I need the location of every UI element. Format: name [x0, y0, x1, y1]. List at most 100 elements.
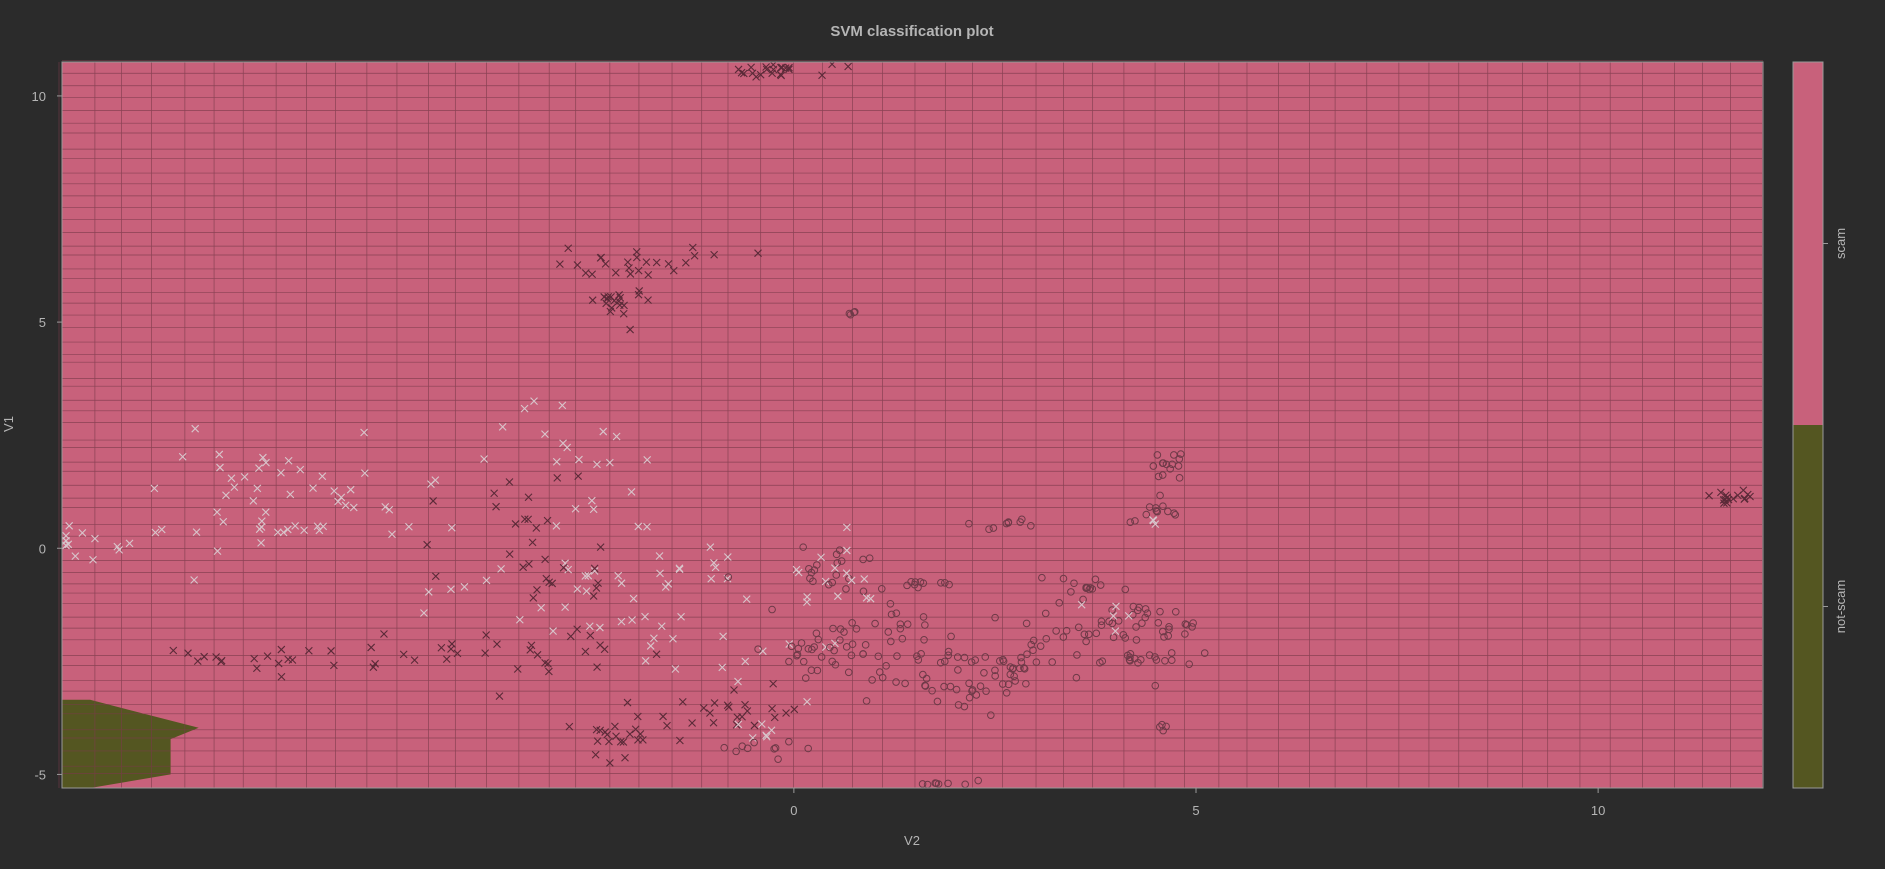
point-o [1121, 585, 1130, 594]
point-x [481, 649, 490, 657]
point-x [526, 646, 535, 654]
point-x [559, 439, 567, 448]
point-x [586, 631, 595, 640]
point-x [427, 480, 435, 489]
point-x [543, 516, 552, 525]
point-o [844, 668, 853, 677]
point-x [561, 559, 570, 568]
point-x [505, 478, 514, 486]
point-o [901, 679, 909, 688]
point-o [928, 686, 936, 695]
point-o [770, 745, 778, 753]
point-x [842, 569, 851, 578]
point-x [515, 615, 524, 624]
point-x [604, 292, 613, 301]
point-o [1170, 451, 1178, 459]
point-x [300, 526, 309, 535]
point-o [991, 666, 999, 675]
point-x [626, 325, 635, 334]
point-o [1153, 451, 1162, 459]
point-x [505, 550, 514, 559]
point-o [824, 580, 833, 589]
point-o [810, 566, 819, 574]
point-x [532, 524, 541, 532]
point-o [826, 643, 834, 652]
point-o [1160, 633, 1168, 641]
point-o [814, 635, 823, 644]
point-x [706, 543, 715, 552]
point-x [533, 650, 542, 659]
point-o [862, 697, 871, 705]
point-o [805, 564, 813, 573]
point-x [628, 616, 636, 624]
point-x [594, 579, 602, 588]
point-x [612, 432, 621, 441]
point-x [619, 738, 628, 746]
point-x [669, 266, 678, 275]
point-o [835, 546, 844, 555]
point-x [741, 657, 750, 666]
point-o [774, 755, 782, 763]
point-o [991, 613, 999, 622]
point-x [593, 737, 602, 746]
point-o [1008, 665, 1017, 673]
point-o [836, 625, 845, 633]
point-o [850, 308, 859, 316]
point-x [1720, 499, 1728, 508]
point-x [777, 71, 786, 80]
point-x [296, 465, 305, 474]
point-o [1017, 515, 1026, 524]
point-o [1042, 634, 1051, 643]
point-x [1746, 492, 1754, 501]
point-x [252, 664, 261, 673]
point-x [592, 584, 601, 592]
point-x [564, 565, 573, 574]
point-o [976, 682, 985, 690]
point-x [757, 720, 766, 728]
point-o [1138, 619, 1146, 627]
point-x [423, 540, 432, 549]
point-o [1175, 455, 1184, 463]
point-o [785, 657, 793, 666]
point-o [1171, 607, 1180, 616]
point-x [277, 468, 285, 477]
point-x [460, 582, 469, 591]
point-x [304, 646, 313, 655]
point-o [971, 656, 980, 664]
point-x [250, 654, 259, 663]
point-x [566, 632, 575, 641]
point-x [431, 572, 440, 581]
point-x [762, 732, 771, 741]
point-x [405, 522, 413, 531]
point-x [528, 538, 537, 547]
point-x [190, 576, 199, 584]
point-o [1027, 522, 1035, 530]
point-o [960, 653, 969, 662]
point-x [558, 401, 567, 410]
point-x [262, 458, 270, 467]
point-x [371, 659, 379, 668]
point-x [677, 612, 685, 621]
point-o [913, 652, 921, 661]
point-x [286, 490, 295, 499]
point-x [524, 493, 533, 502]
point-x [1149, 515, 1157, 524]
point-o [842, 585, 850, 593]
point-o [882, 662, 890, 670]
point-x [641, 657, 650, 665]
point-o [836, 636, 844, 644]
point-o [1055, 599, 1064, 607]
point-x [273, 528, 282, 537]
point-o [1188, 623, 1196, 631]
point-x [790, 705, 799, 714]
point-x [596, 623, 604, 632]
point-o [944, 651, 953, 660]
y-tick-label: -5 [34, 767, 46, 782]
point-x [767, 726, 776, 735]
point-x [284, 456, 293, 465]
point-x [671, 665, 680, 673]
point-x [589, 592, 598, 600]
colorbar-scam [1793, 62, 1823, 425]
point-o [808, 645, 816, 654]
point-x [655, 552, 664, 560]
